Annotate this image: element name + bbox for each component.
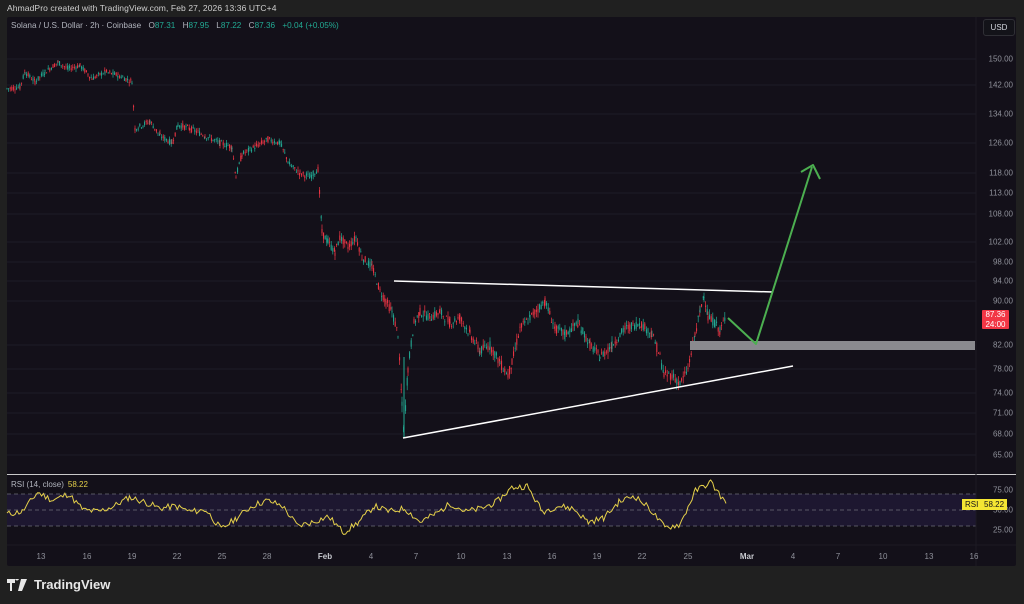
- high-label: H: [182, 21, 189, 30]
- time-tick: 13: [924, 552, 934, 561]
- time-tick: 25: [217, 552, 227, 561]
- time-tick: 13: [502, 552, 512, 561]
- rsi-tick: 75.00: [992, 485, 1013, 495]
- rsi-tick: 50.00: [992, 505, 1013, 515]
- price-tick: 94.00: [992, 276, 1013, 286]
- time-tick: Mar: [739, 552, 755, 561]
- low-label: L: [216, 21, 221, 30]
- price-tick: 65.00: [992, 450, 1013, 460]
- price-tick: 78.00: [992, 364, 1013, 374]
- rsi-title: RSI (14, close): [11, 480, 64, 489]
- price-tick: 142.00: [988, 80, 1013, 90]
- time-tick: 16: [969, 552, 979, 561]
- price-tick: 118.00: [989, 168, 1013, 178]
- price-tick: 68.00: [992, 429, 1013, 439]
- rsi-tag-label: RSI: [962, 499, 982, 510]
- time-tick: 16: [82, 552, 92, 561]
- time-tick: 10: [878, 552, 888, 561]
- price-tick: 82.00: [992, 340, 1013, 350]
- time-tick: 7: [413, 552, 419, 561]
- change-value: +0.04 (+0.05%): [282, 21, 339, 30]
- time-tick: 16: [547, 552, 557, 561]
- high-value: 87.95: [188, 21, 210, 30]
- price-tick: 102.00: [988, 237, 1013, 247]
- drawings: [393, 164, 975, 439]
- time-tick: 22: [637, 552, 647, 561]
- low-value: 87.22: [220, 21, 242, 30]
- time-tick: Feb: [317, 552, 333, 561]
- symbol-legend[interactable]: Solana / U.S. Dollar · 2h · Coinbase O87…: [11, 21, 339, 30]
- time-tick: 4: [790, 552, 796, 561]
- tradingview-logo[interactable]: TradingView: [7, 577, 110, 592]
- chart-credit: AhmadPro created with TradingView.com, F…: [7, 3, 277, 13]
- price-tick: 134.00: [988, 109, 1013, 119]
- last-price: 87.36: [985, 310, 1006, 319]
- rsi-pane: [6, 479, 976, 536]
- price-tick: 74.00: [992, 388, 1013, 398]
- close-value: 87.36: [254, 21, 276, 30]
- price-tick: 90.00: [992, 296, 1013, 306]
- symbol-name: Solana / U.S. Dollar · 2h · Coinbase: [11, 21, 142, 30]
- price-tick: 108.00: [988, 209, 1013, 219]
- close-label: C: [248, 21, 255, 30]
- price-tick: 126.00: [988, 138, 1013, 148]
- time-tick: 7: [835, 552, 841, 561]
- time-tick: 28: [262, 552, 272, 561]
- price-candles: [6, 60, 726, 438]
- time-tick: 25: [683, 552, 693, 561]
- tradingview-logo-icon: [7, 578, 27, 591]
- open-label: O: [148, 21, 155, 30]
- price-tick: 98.00: [992, 257, 1013, 267]
- rsi-tag-value: 58.22: [981, 499, 1008, 510]
- time-tick: 4: [368, 552, 374, 561]
- brand-name: TradingView: [34, 577, 111, 592]
- price-tick: 71.00: [992, 408, 1013, 418]
- open-value: 87.31: [154, 21, 176, 30]
- price-tick: 113.00: [989, 188, 1013, 198]
- time-tick: 19: [592, 552, 602, 561]
- rsi-tick: 25.00: [992, 525, 1013, 535]
- rsi-legend-value: 58.22: [67, 480, 88, 489]
- grid-lines: [7, 58, 976, 456]
- time-tick: 10: [456, 552, 466, 561]
- time-tick: 19: [127, 552, 137, 561]
- rsi-legend[interactable]: RSI (14, close) 58.22: [11, 480, 88, 489]
- time-tick: 22: [172, 552, 182, 561]
- currency-button[interactable]: USD: [983, 19, 1015, 36]
- bar-countdown: 24:00: [985, 319, 1006, 329]
- price-tick: 150.00: [988, 54, 1013, 64]
- last-price-label: 87.36 24:00: [982, 310, 1009, 329]
- time-tick: 13: [36, 552, 46, 561]
